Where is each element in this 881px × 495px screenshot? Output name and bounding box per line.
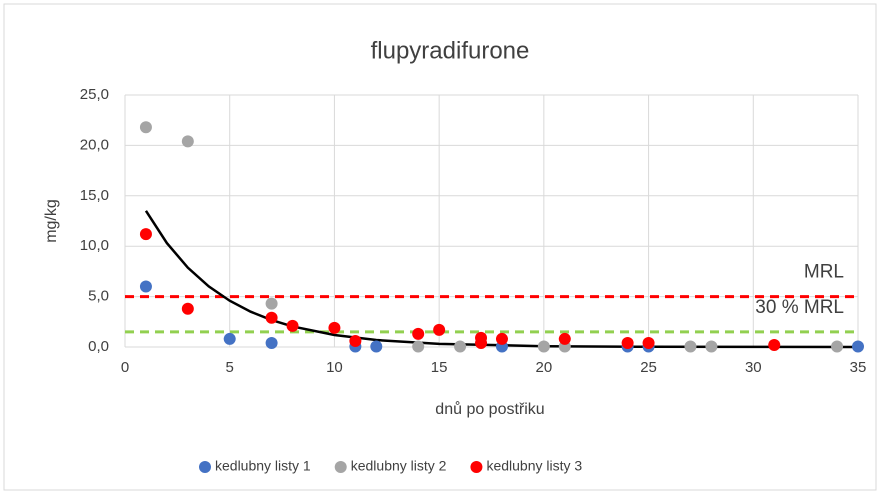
legend-label: kedlubny listy 2 [351,458,447,474]
point [412,327,425,340]
point [768,338,781,351]
y-tick-label: 15,0 [80,187,109,204]
x-tick-label: 20 [536,359,553,376]
y-tick-label: 10,0 [80,237,109,254]
point [223,332,236,345]
point [265,336,278,349]
point [265,297,278,310]
chart-title: flupyradifurone [371,37,530,64]
x-tick-label: 30 [745,359,762,376]
point [495,332,508,345]
y-tick-label: 5,0 [88,288,109,305]
point [537,340,550,353]
x-tick-label: 0 [121,359,129,376]
x-tick-label: 35 [850,359,867,376]
y-tick-label: 20,0 [80,136,109,153]
point [454,340,467,353]
point [370,340,383,353]
point [349,334,362,347]
point [684,340,697,353]
point [139,121,152,134]
point [286,319,299,332]
point [265,311,278,324]
legend-marker [199,461,211,473]
point [181,135,194,148]
legend-label: kedlubny listy 3 [486,458,582,474]
point [852,340,864,353]
point [831,340,844,353]
point [558,332,571,345]
x-axis-label: dnů po postřiku [435,400,544,418]
point [328,321,341,334]
y-tick-label: 25,0 [80,86,109,103]
legend-label: kedlubny listy 1 [215,458,311,474]
point [475,336,488,349]
x-tick-label: 25 [640,359,657,376]
point [139,280,152,293]
point [139,228,152,241]
y-tick-label: 0,0 [88,338,109,355]
reference-label: 30 % MRL [755,297,844,318]
x-tick-label: 10 [326,359,343,376]
y-axis-label: mg/kg [43,199,60,243]
x-tick-label: 15 [431,359,448,376]
reference-label: MRL [804,262,844,283]
point [412,340,425,353]
point [621,336,634,349]
chart-border [3,3,877,491]
point [181,302,194,315]
legend-marker [470,461,483,473]
x-tick-label: 5 [226,359,234,376]
point [705,340,718,353]
point [433,323,446,336]
point [642,336,655,349]
legend-marker [334,461,347,473]
